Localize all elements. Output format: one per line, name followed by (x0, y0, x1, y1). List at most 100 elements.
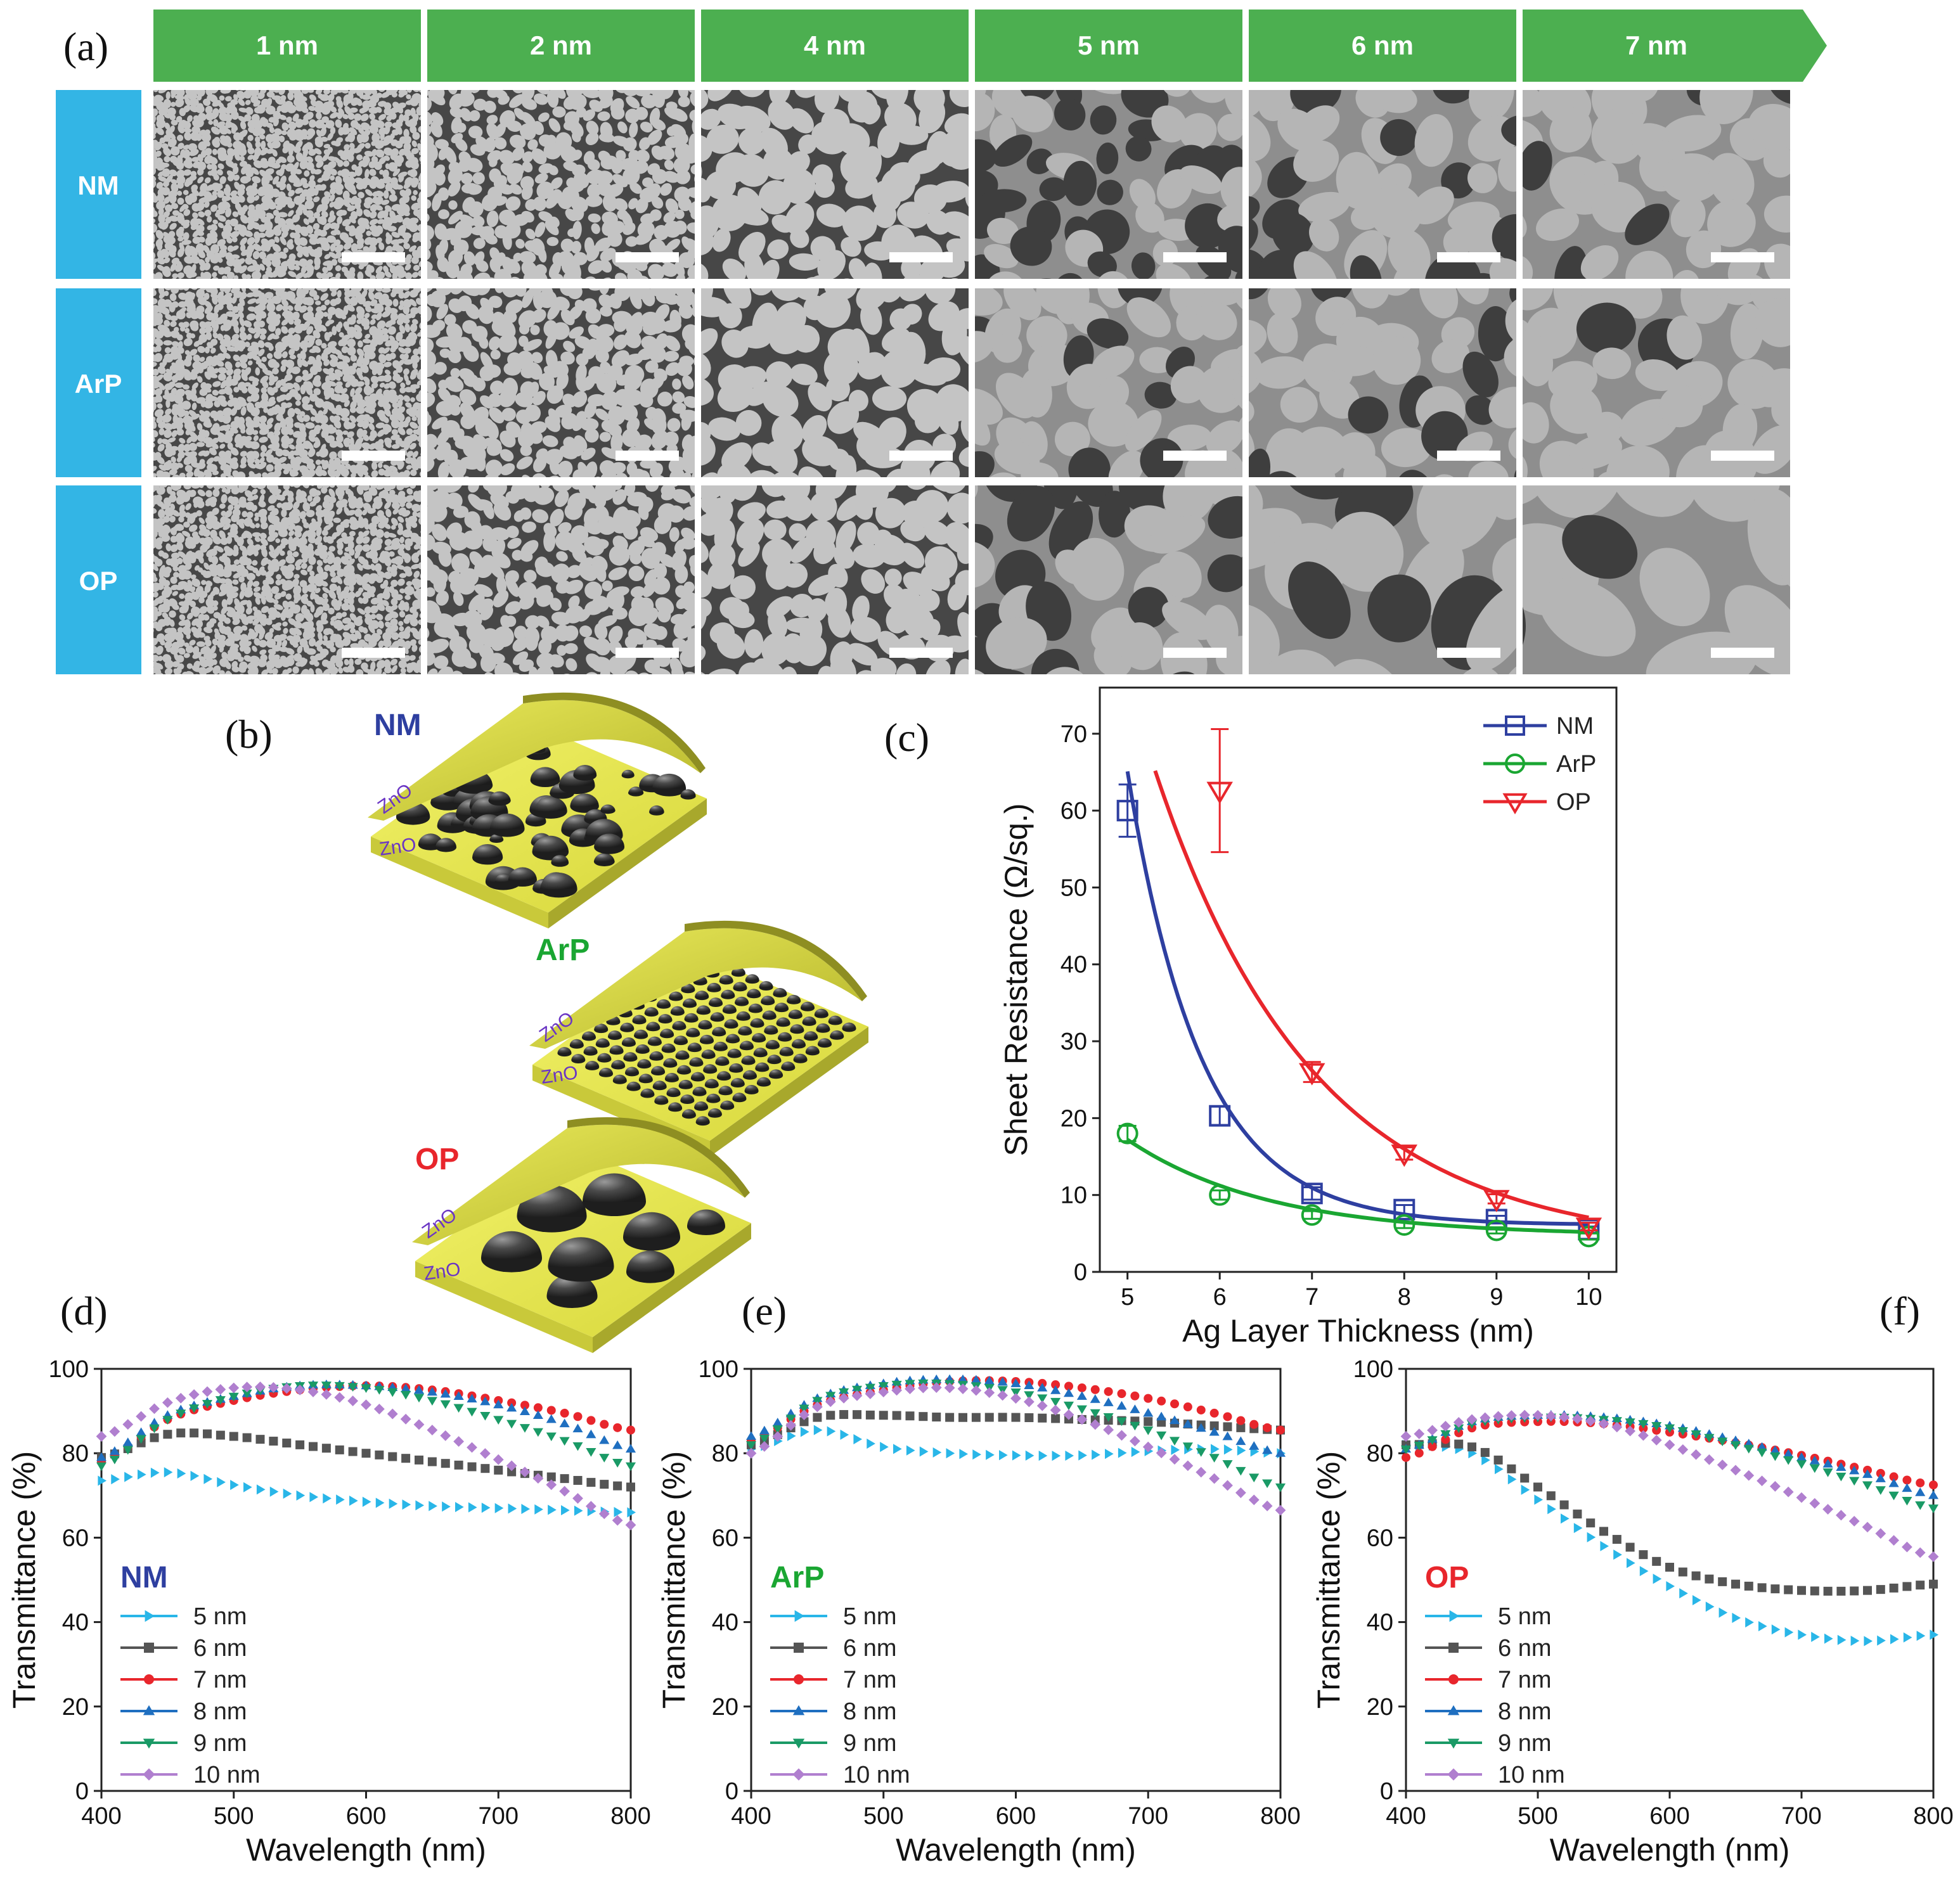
data-point (507, 1398, 517, 1408)
data-point-arp (1393, 1214, 1415, 1236)
data-point (1822, 1459, 1833, 1468)
data-point (971, 1413, 981, 1422)
data-point (1050, 1397, 1061, 1407)
y-tick-label: 70 (1061, 721, 1087, 748)
data-point (1118, 1447, 1127, 1458)
data-point (1691, 1571, 1701, 1581)
x-tick-label: 800 (610, 1803, 650, 1830)
data-point (1103, 1397, 1114, 1406)
data-point (162, 1416, 173, 1425)
sem-micrograph (1523, 90, 1790, 279)
legend-marker (1505, 715, 1525, 736)
sem-micrograph (701, 288, 969, 477)
data-point (295, 1440, 305, 1449)
data-point (468, 1502, 477, 1513)
data-point (347, 1395, 359, 1406)
thickness-header-cell (1249, 10, 1516, 82)
data-point (1890, 1634, 1899, 1645)
data-point (1586, 1518, 1596, 1528)
x-tick-label: 9 (1490, 1284, 1503, 1311)
data-point (454, 1460, 463, 1470)
data-point (1262, 1479, 1273, 1489)
data-point (1275, 1504, 1286, 1516)
data-point (919, 1446, 929, 1457)
data-point (812, 1397, 823, 1406)
data-point-arp (1209, 1184, 1231, 1206)
data-point (1400, 1445, 1412, 1454)
data-point (1023, 1396, 1035, 1408)
data-point (1784, 1627, 1794, 1638)
data-point (467, 1408, 477, 1417)
treatment-label-cell (56, 288, 141, 477)
data-point (1587, 1532, 1596, 1542)
data-point (215, 1396, 226, 1405)
data-point (1798, 1629, 1807, 1640)
plot-area (745, 1374, 1286, 1516)
data-point (532, 1410, 543, 1419)
data-point (281, 1383, 292, 1394)
plot-area (96, 1379, 636, 1530)
data-point (413, 1385, 425, 1394)
data-point (1507, 1474, 1517, 1485)
data-point (136, 1411, 147, 1422)
data-point (984, 1387, 995, 1399)
data-point (1916, 1631, 1926, 1641)
data-point (1691, 1449, 1701, 1460)
data-point (827, 1426, 836, 1437)
data-point (1050, 1404, 1061, 1416)
treatment-label: NM (77, 170, 119, 200)
legend-label: 10 nm (843, 1762, 910, 1788)
data-point (1052, 1451, 1061, 1461)
data-point (878, 1387, 889, 1398)
y-tick-label: 20 (712, 1694, 738, 1721)
data-point (188, 1389, 200, 1400)
schematic-label: OP (415, 1143, 459, 1176)
data-point-nm (1209, 1105, 1231, 1127)
data-point (945, 1413, 955, 1422)
data-point (453, 1436, 465, 1447)
scale-bar (1163, 252, 1227, 262)
data-point (998, 1413, 1007, 1422)
data-point (1679, 1588, 1688, 1599)
panel-f-transmittance-op: (f) 400 500 600 700 800 0 20 40 60 80 100 Wavelengt… (1311, 1288, 1954, 1868)
data-point (1414, 1448, 1424, 1458)
data-point (256, 1484, 266, 1495)
thickness-header-label: 7 nm (1625, 30, 1687, 60)
data-point (1561, 1513, 1570, 1524)
data-point (521, 1504, 531, 1515)
data-point (1064, 1382, 1073, 1391)
data-point (1757, 1583, 1767, 1593)
data-point (1718, 1607, 1728, 1618)
data-point (1849, 1477, 1860, 1486)
data-point (1050, 1385, 1061, 1394)
data-point (1092, 1449, 1100, 1460)
data-point (480, 1396, 491, 1406)
data-point (453, 1391, 464, 1401)
data-point (1811, 1631, 1820, 1643)
y-axis-title: Transmittance (%) (1311, 1451, 1346, 1709)
legend-label: 8 nm (843, 1698, 896, 1725)
data-point (217, 1477, 226, 1487)
legend-marker (143, 1738, 155, 1749)
data-point (282, 1439, 292, 1448)
data-point (997, 1376, 1008, 1386)
scale-bar (1437, 451, 1500, 461)
data-point (772, 1425, 783, 1434)
data-point (999, 1450, 1008, 1461)
scale-bar (889, 252, 953, 262)
data-point (307, 1382, 319, 1390)
data-point (242, 1433, 252, 1442)
data-point (799, 1404, 809, 1414)
data-point (1025, 1450, 1035, 1461)
data-point (1717, 1459, 1728, 1470)
legend-label: ArP (1556, 751, 1596, 778)
y-tick-label: 100 (1353, 1356, 1393, 1383)
data-point (799, 1409, 809, 1420)
x-tick-label: 7 (1305, 1284, 1318, 1311)
data-point (957, 1383, 969, 1394)
y-axis-title: Sheet Resistance (Ω/sq.) (998, 803, 1034, 1156)
data-point (519, 1466, 531, 1478)
data-point (427, 1457, 437, 1466)
y-tick-label: 20 (1367, 1694, 1393, 1721)
